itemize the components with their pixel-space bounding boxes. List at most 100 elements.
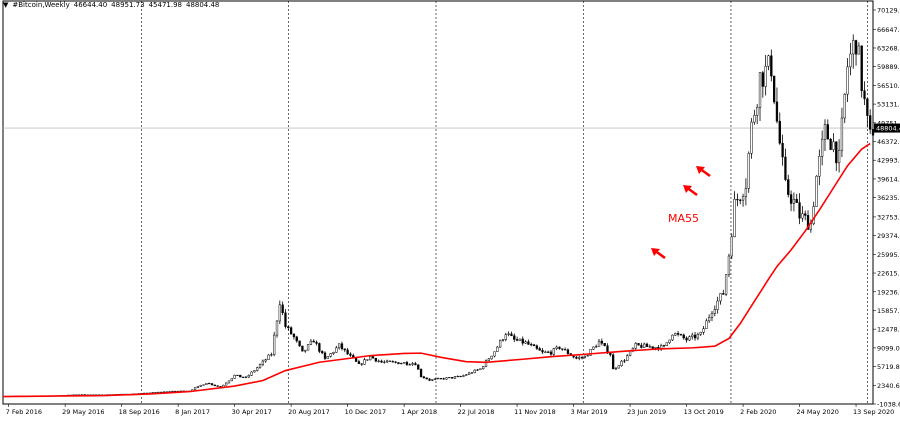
candle-body bbox=[705, 320, 708, 329]
x-tick-label: 20 Aug 2017 bbox=[288, 408, 330, 416]
candle-body bbox=[414, 363, 417, 366]
candle-body bbox=[400, 362, 403, 365]
y-tick-label: 42993.40 bbox=[877, 157, 900, 165]
candle-body bbox=[747, 153, 750, 189]
y-tick-label: 29374.20 bbox=[877, 232, 900, 240]
candle-body bbox=[815, 175, 818, 207]
candle-body bbox=[386, 360, 389, 363]
candle-body bbox=[456, 376, 459, 378]
y-tick-label: 46372.60 bbox=[877, 138, 900, 146]
candle-body bbox=[301, 345, 304, 352]
candle-body bbox=[332, 351, 335, 354]
candle-body bbox=[346, 349, 349, 355]
candle-body bbox=[620, 360, 623, 366]
candle-body bbox=[321, 351, 324, 354]
candle-body bbox=[541, 350, 544, 353]
x-tick-label: 18 Sep 2016 bbox=[119, 408, 160, 416]
candle-body bbox=[643, 343, 646, 348]
x-tick-label: 13 Sep 2020 bbox=[853, 408, 894, 416]
x-axis: 7 Feb 2016 29 May 2016 18 Sep 2016 8 Jan 20… bbox=[6, 404, 894, 416]
candle-body bbox=[527, 341, 530, 345]
candle-body bbox=[369, 356, 372, 361]
candle-body bbox=[465, 374, 468, 376]
candle-body bbox=[171, 390, 174, 392]
x-tick-label: 23 Jun 2019 bbox=[627, 408, 666, 416]
candle-body bbox=[239, 374, 242, 378]
y-axis: 70129.40 66647.60 63268.60 59889.60 56510.20… bbox=[873, 7, 900, 409]
x-tick-label: 24 May 2020 bbox=[797, 408, 839, 416]
candle-body bbox=[854, 40, 858, 55]
candle-body bbox=[756, 107, 759, 116]
candle-body bbox=[504, 334, 507, 340]
candle-body bbox=[595, 346, 598, 348]
y-tick-label: 32753.40 bbox=[877, 213, 900, 221]
candle-body bbox=[829, 138, 832, 150]
candle-body bbox=[476, 369, 479, 371]
candle-body bbox=[340, 343, 344, 350]
candle-body bbox=[484, 360, 488, 367]
candle-body bbox=[264, 359, 267, 362]
annotation-arrow bbox=[696, 166, 711, 178]
candle-body bbox=[832, 141, 835, 150]
candle-body bbox=[628, 350, 632, 356]
candle-body bbox=[691, 334, 694, 337]
candle-body bbox=[337, 343, 341, 349]
candle-body bbox=[205, 383, 208, 385]
candle-body bbox=[273, 334, 276, 355]
plot-frame bbox=[2, 0, 874, 405]
candle-body bbox=[202, 384, 205, 386]
candle-body bbox=[450, 377, 454, 379]
candle-body bbox=[547, 351, 550, 353]
candle-body bbox=[487, 358, 490, 361]
candle-body bbox=[360, 363, 363, 365]
candle-body bbox=[753, 115, 756, 123]
candle-body bbox=[482, 366, 485, 369]
candle-body bbox=[233, 375, 236, 379]
candle-body bbox=[849, 53, 852, 68]
candle-body bbox=[696, 334, 700, 339]
candle-body bbox=[592, 346, 595, 350]
candle-body bbox=[583, 355, 587, 358]
candle-body bbox=[419, 369, 423, 378]
candle-body bbox=[651, 346, 654, 349]
candle-body bbox=[580, 357, 584, 359]
candle-body bbox=[563, 349, 567, 351]
candle-body bbox=[326, 356, 329, 359]
candle-body bbox=[193, 387, 197, 391]
candle-body bbox=[436, 378, 440, 380]
candle-body bbox=[730, 236, 733, 257]
y-tick-label: 36235.00 bbox=[877, 194, 900, 202]
candle-body bbox=[422, 376, 426, 379]
candle-body bbox=[798, 202, 801, 219]
y-tick-label: 70129.40 bbox=[877, 7, 900, 15]
candle-body bbox=[383, 361, 386, 363]
candle-body bbox=[253, 370, 256, 373]
candle-body bbox=[806, 215, 810, 230]
candle-body bbox=[826, 124, 829, 140]
candle-body bbox=[196, 386, 200, 388]
candle-body bbox=[716, 300, 719, 310]
y-tick-label: 2340.60 bbox=[877, 382, 900, 390]
candle-body bbox=[679, 334, 683, 336]
candle-body bbox=[408, 364, 411, 366]
y-tick-label: 59889.60 bbox=[877, 63, 900, 71]
candle-body bbox=[561, 348, 564, 350]
candle-body bbox=[614, 367, 618, 370]
candle-body bbox=[648, 346, 652, 348]
header-arrow-icon: ▼ bbox=[3, 1, 9, 9]
candle-body bbox=[402, 362, 406, 364]
candle-body bbox=[448, 377, 451, 379]
candle-body bbox=[535, 345, 539, 349]
candle-body bbox=[236, 374, 239, 376]
candle-body bbox=[287, 326, 290, 328]
candle-body bbox=[213, 384, 217, 386]
candle-body bbox=[230, 378, 233, 382]
candle-body bbox=[216, 385, 219, 387]
candle-body bbox=[439, 378, 442, 380]
y-tick-label: 63268.60 bbox=[877, 44, 900, 52]
candle-body bbox=[804, 213, 807, 216]
candle-body bbox=[354, 357, 358, 362]
candle-body bbox=[801, 213, 804, 219]
ma55-line bbox=[2, 142, 871, 398]
candle-body bbox=[702, 328, 705, 333]
